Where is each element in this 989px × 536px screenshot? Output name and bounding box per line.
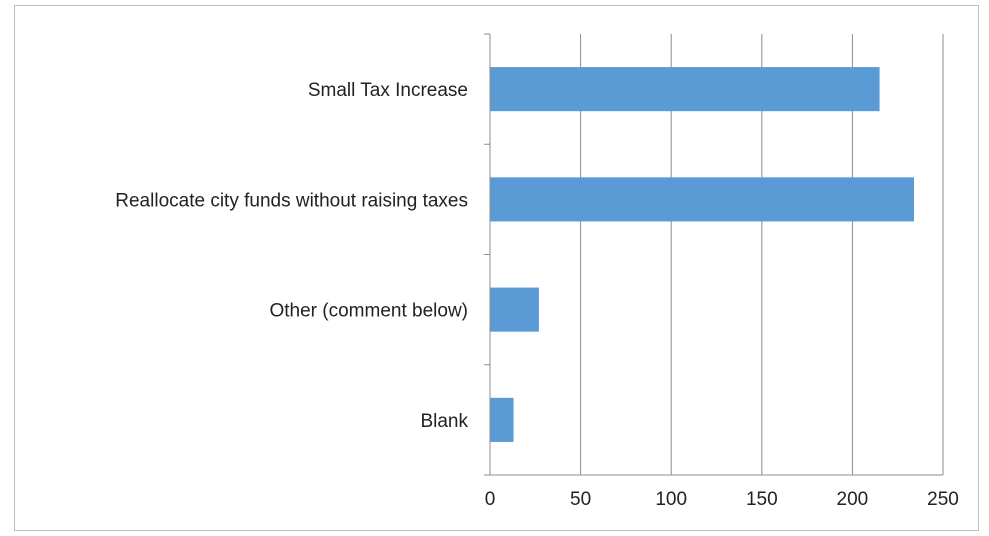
axes xyxy=(484,33,943,476)
labels: Small Tax Increase Reallocate city funds … xyxy=(115,80,959,510)
bar-0 xyxy=(490,67,880,112)
x-tick-label-100: 100 xyxy=(655,489,687,510)
category-label-2: Other (comment below) xyxy=(269,301,468,322)
bars xyxy=(490,67,915,442)
x-tick-label-200: 200 xyxy=(837,489,869,510)
bar-2 xyxy=(490,287,539,332)
category-label-3: Blank xyxy=(420,411,468,432)
bar-1 xyxy=(490,177,915,222)
x-tick-label-150: 150 xyxy=(746,489,778,510)
category-label-1: Reallocate city funds without raising ta… xyxy=(115,190,468,211)
x-tick-label-0: 0 xyxy=(485,489,496,510)
x-tick-label-250: 250 xyxy=(927,489,959,510)
category-label-0: Small Tax Increase xyxy=(308,80,468,101)
bar-3 xyxy=(490,397,514,442)
x-tick-label-50: 50 xyxy=(570,489,591,510)
